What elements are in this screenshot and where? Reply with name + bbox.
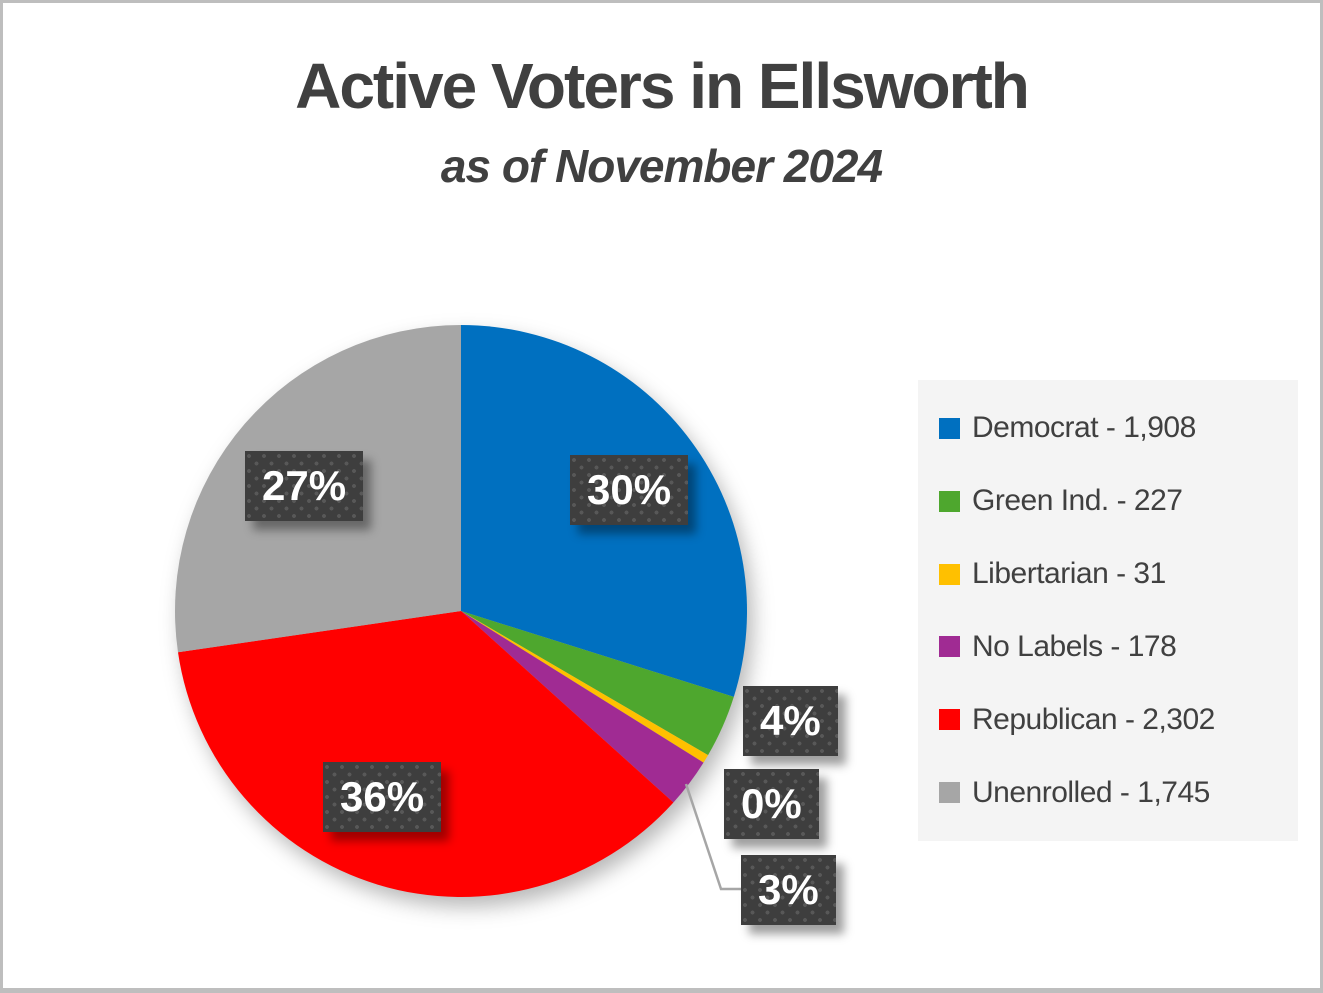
legend-label: Democrat - 1,908 <box>972 411 1196 445</box>
pie-slice-green-ind <box>461 611 734 756</box>
legend: Democrat - 1,908 Green Ind. - 227 Libert… <box>918 380 1298 841</box>
legend-swatch-democrat <box>939 417 960 439</box>
legend-swatch-republican <box>939 709 960 731</box>
leader-line-no-labels <box>684 783 741 891</box>
pie-label-republican: 36% <box>323 762 441 832</box>
pie-slice-republican <box>177 611 674 897</box>
legend-swatch-green-ind <box>939 490 960 512</box>
legend-item-republican: Republican - 2,302 <box>939 703 1288 737</box>
legend-swatch-unenrolled <box>939 782 960 804</box>
pie-slice-no-labels <box>461 611 704 803</box>
legend-label: No Labels - 178 <box>972 629 1177 663</box>
legend-swatch-no-labels <box>939 636 960 658</box>
pie-slice-libertarian <box>461 611 709 763</box>
legend-label: Republican - 2,302 <box>972 702 1215 736</box>
pie-label-unenrolled: 27% <box>245 451 363 521</box>
legend-label: Unenrolled - 1,745 <box>972 775 1210 809</box>
legend-item-green-ind: Green Ind. - 227 <box>939 484 1288 518</box>
pie-label-democrat: 30% <box>570 455 688 525</box>
legend-item-libertarian: Libertarian - 31 <box>939 557 1288 591</box>
legend-swatch-libertarian <box>939 563 960 585</box>
legend-item-no-labels: No Labels - 178 <box>939 630 1288 664</box>
legend-label: Libertarian - 31 <box>972 557 1166 591</box>
pie-label-green-ind: 4% <box>743 686 838 756</box>
legend-item-democrat: Democrat - 1,908 <box>939 411 1288 445</box>
pie-label-libertarian: 0% <box>724 769 819 839</box>
chart-title: Active Voters in Ellsworth <box>295 50 1030 122</box>
legend-label: Green Ind. - 227 <box>972 484 1183 518</box>
chart-header: Active Voters in Ellsworth as of Novembe… <box>3 3 1320 193</box>
pie-label-no-labels: 3% <box>741 855 836 925</box>
chart-subtitle: as of November 2024 <box>440 140 883 192</box>
legend-item-unenrolled: Unenrolled - 1,745 <box>939 776 1288 810</box>
